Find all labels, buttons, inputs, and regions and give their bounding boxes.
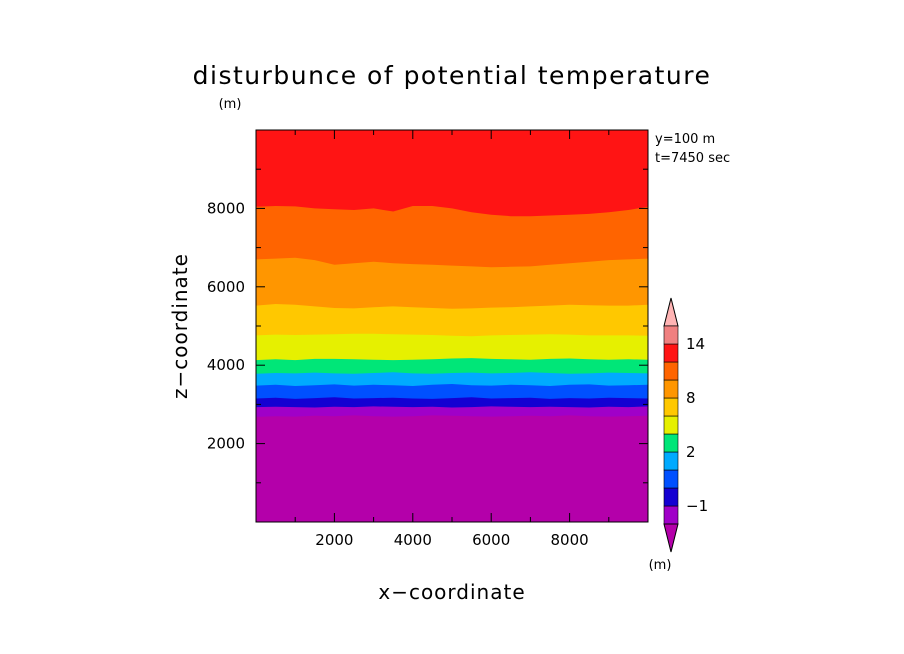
x-axis-label: x−coordinate — [378, 580, 525, 604]
annotation-line-1: y=100 m — [655, 132, 715, 147]
colorbar-swatch — [663, 451, 679, 471]
y-tick-label: 6000 — [207, 278, 245, 296]
chart-title: disturbunce of potential temperature — [193, 61, 712, 90]
colorbar-swatch — [663, 379, 679, 399]
y-tick-label: 8000 — [207, 199, 245, 217]
colorbar-swatch — [663, 433, 679, 453]
colorbar-tick-label: −1 — [686, 497, 708, 515]
y-tick-label: 2000 — [207, 435, 245, 453]
colorbar-unit: (m) — [649, 558, 672, 573]
colorbar-tick-label: 14 — [686, 335, 705, 353]
colorbar-swatch — [663, 343, 679, 363]
colorbar-swatch — [663, 487, 679, 507]
x-tick-label: 6000 — [472, 531, 510, 549]
axis-ticks — [256, 130, 648, 522]
contour-bands — [256, 130, 648, 522]
colorbar-swatch — [663, 325, 679, 345]
colorbar-swatch — [663, 415, 679, 435]
colorbar-top-arrow — [663, 297, 679, 327]
colorbar-swatch — [663, 469, 679, 489]
colorbar-swatch — [663, 361, 679, 381]
colorbar-tick-label: 2 — [686, 443, 696, 461]
colorbar-tick-label: 8 — [686, 389, 696, 407]
colorbar-bottom-arrow — [663, 523, 679, 553]
title-unit: (m) — [219, 97, 242, 112]
colorbar — [663, 297, 679, 553]
x-tick-label: 2000 — [315, 531, 353, 549]
plot-frame — [255, 129, 649, 523]
contour-band-0 — [256, 415, 648, 522]
colorbar-swatch — [663, 397, 679, 417]
x-tick-labels: 2000 4000 6000 8000 — [315, 531, 588, 549]
colorbar-swatch — [663, 505, 679, 525]
x-tick-label: 8000 — [551, 531, 589, 549]
y-tick-labels: 2000 4000 6000 8000 — [207, 199, 245, 452]
x-tick-label: 4000 — [394, 531, 432, 549]
annotation-line-2: t=7450 sec — [655, 151, 730, 166]
y-tick-label: 4000 — [207, 356, 245, 374]
y-axis-label: z−coordinate — [168, 253, 192, 399]
colorbar-labels: 14 8 2 −1 — [686, 335, 708, 515]
